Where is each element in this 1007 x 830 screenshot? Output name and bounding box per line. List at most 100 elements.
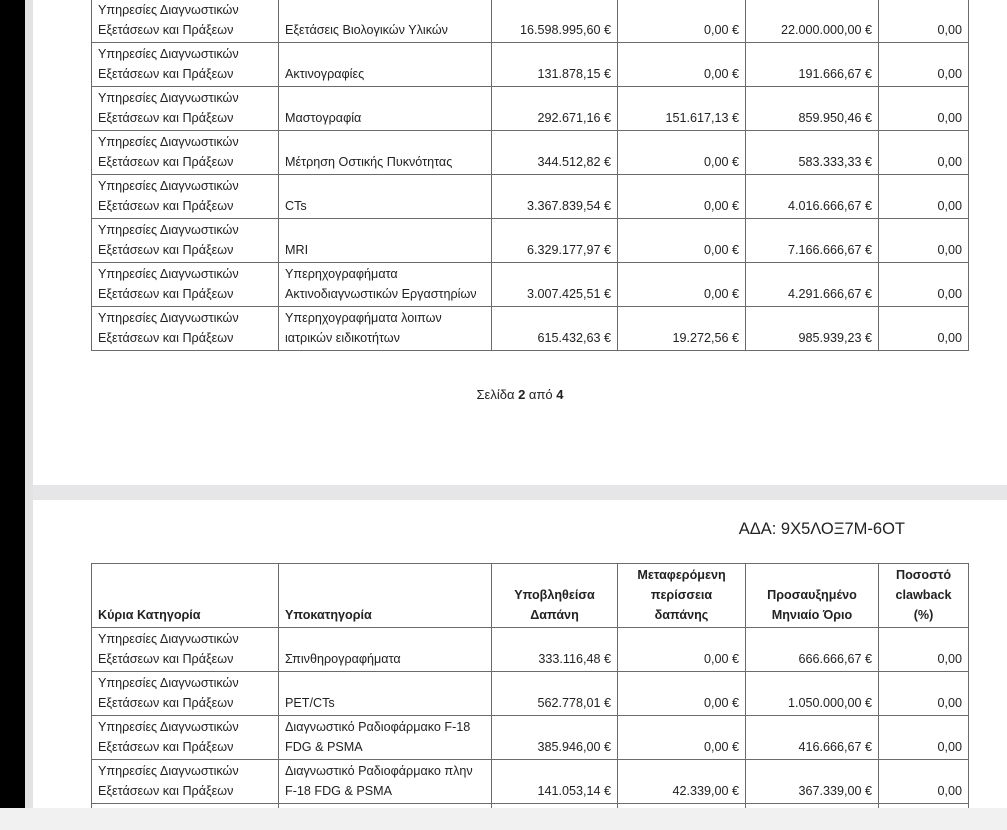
submitted-cell: 615.432,63 € (491, 306, 618, 351)
table-row: Υπηρεσίες Διαγνωστικών Εξετάσεων και Πρά… (91, 627, 969, 672)
table-row: Υπηρεσίες Διαγνωστικών Εξετάσεων και Πρά… (91, 218, 969, 263)
monthly-limit-cell: 191.666,67 € (745, 42, 879, 87)
clawback-cell: 0,00 (878, 86, 969, 131)
clawback-cell: 0,00 (878, 759, 969, 804)
subcategory-cell: Διαγνωστικό Ραδιοφάρμακο F-18 FDG & PSMA (278, 715, 492, 760)
viewer-left-bar (0, 0, 25, 830)
subcategory-cell: Υπερηχογραφήματα λοιπων ιατρικών ειδικοτ… (278, 306, 492, 351)
main-category-cell: Υπηρεσίες Διαγνωστικών Εξετάσεων και Πρά… (91, 262, 279, 307)
main-category-cell: Υπηρεσίες Διαγνωστικών Εξετάσεων και Πρά… (91, 759, 279, 804)
header-carried-over: Μεταφερόμενη περίσσεια δαπάνης (617, 563, 746, 628)
main-category-cell: Υπηρεσίες Διαγνωστικών Εξετάσεων και Πρά… (91, 130, 279, 175)
clawback-cell: 0,00 (878, 130, 969, 175)
table-row: Υπηρεσίες Διαγνωστικών Εξετάσεων και Πρά… (91, 759, 969, 804)
table-row: Υπηρεσίες Διαγνωστικών Εξετάσεων και Πρά… (91, 42, 969, 87)
monthly-limit-cell: 583.333,33 € (745, 130, 879, 175)
submitted-cell: 141.053,14 € (491, 759, 618, 804)
subcategory-cell: Σπινθηρογραφήματα (278, 627, 492, 672)
clawback-cell: 0,00 (878, 627, 969, 672)
table-row: Υπηρεσίες Διαγνωστικών Εξετάσεων και Πρά… (91, 262, 969, 307)
submitted-cell: 333.116,48 € (491, 627, 618, 672)
submitted-cell: 6.329.177,97 € (491, 218, 618, 263)
carried-over-cell: 0,00 € (617, 42, 746, 87)
carried-over-cell: 0,00 € (617, 174, 746, 219)
carried-over-cell: 0,00 € (617, 130, 746, 175)
table-row: Υπηρεσίες Διαγνωστικών Εξετάσεων και Πρά… (91, 671, 969, 716)
monthly-limit-cell: 7.166.666,67 € (745, 218, 879, 263)
table-row: Υπηρεσίες Διαγνωστικών Εξετάσεων και Πρά… (91, 174, 969, 219)
main-category-cell: Υπηρεσίες Διαγνωστικών Εξετάσεων και Πρά… (91, 86, 279, 131)
carried-over-cell: 19.272,56 € (617, 306, 746, 351)
subcategory-cell: Διαγνωστικό Ραδιοφάρμακο πλην F-18 FDG &… (278, 759, 492, 804)
clawback-cell: 0,00 (878, 218, 969, 263)
clawback-cell: 0,00 (878, 671, 969, 716)
submitted-cell: 344.512,82 € (491, 130, 618, 175)
carried-over-cell: 151.617,13 € (617, 86, 746, 131)
table-row: Υπηρεσίες Διαγνωστικών Εξετάσεων και Πρά… (91, 715, 969, 760)
submitted-cell: 16.598.995,60 € (491, 0, 618, 43)
carried-over-cell: 0,00 € (617, 262, 746, 307)
main-category-cell: Υπηρεσίες Διαγνωστικών Εξετάσεων και Πρά… (91, 627, 279, 672)
main-category-cell: Υπηρεσίες Διαγνωστικών Εξετάσεων και Πρά… (91, 218, 279, 263)
main-category-cell: Υπηρεσίες Διαγνωστικών Εξετάσεων και Πρά… (91, 306, 279, 351)
clawback-cell: 0,00 (878, 174, 969, 219)
submitted-cell: 3.367.839,54 € (491, 174, 618, 219)
main-category-cell: Υπηρεσίες Διαγνωστικών Εξετάσεων και Πρά… (91, 174, 279, 219)
carried-over-cell: 0,00 € (617, 671, 746, 716)
monthly-limit-cell: 1.050.000,00 € (745, 671, 879, 716)
carried-over-cell: 42.339,00 € (617, 759, 746, 804)
table-row: Υπηρεσίες Διαγνωστικών Εξετάσεων και Πρά… (91, 306, 969, 351)
viewer-edge (25, 0, 33, 830)
monthly-limit-cell: 22.000.000,00 € (745, 0, 879, 43)
ada-code: ΑΔΑ: 9Χ5ΛΟΞ7Μ-6ΟΤ (738, 520, 905, 538)
submitted-cell: 292.671,16 € (491, 86, 618, 131)
clawback-cell: 0,00 (878, 262, 969, 307)
subcategory-cell: Μέτρηση Οστικής Πυκνότητας (278, 130, 492, 175)
main-category-cell: Υπηρεσίες Διαγνωστικών Εξετάσεων και Πρά… (91, 671, 279, 716)
expense-table-page-2: Υπηρεσίες Διαγνωστικών Εξετάσεων και Πρά… (91, 0, 969, 351)
subcategory-cell: Ακτινογραφίες (278, 42, 492, 87)
table-row: Υπηρεσίες Διαγνωστικών Εξετάσεων και Πρά… (91, 130, 969, 175)
subcategory-cell: PET/CTs (278, 671, 492, 716)
clawback-cell: 0,00 (878, 306, 969, 351)
submitted-cell: 562.778,01 € (491, 671, 618, 716)
main-category-cell: Υπηρεσίες Διαγνωστικών Εξετάσεων και Πρά… (91, 0, 279, 43)
clawback-cell: 0,00 (878, 715, 969, 760)
monthly-limit-cell: 367.339,00 € (745, 759, 879, 804)
subcategory-cell: Εξετάσεις Βιολογικών Υλικών (278, 0, 492, 43)
table-header-row: Κύρια Κατηγορία Υποκατηγορία Υποβληθείσα… (91, 563, 969, 628)
monthly-limit-cell: 4.016.666,67 € (745, 174, 879, 219)
carried-over-cell: 0,00 € (617, 715, 746, 760)
subcategory-cell: MRI (278, 218, 492, 263)
monthly-limit-cell: 416.666,67 € (745, 715, 879, 760)
subcategory-cell: Υπερηχογραφήματα Ακτινοδιαγνωστικών Εργα… (278, 262, 492, 307)
table-row: Υπηρεσίες Διαγνωστικών Εξετάσεων και Πρά… (91, 86, 969, 131)
header-monthly-limit: Προσαυξημένο Μηνιαίο Όριο (745, 563, 879, 628)
document-page-3: ΑΔΑ: 9Χ5ΛΟΞ7Μ-6ΟΤ Κύρια Κατηγορία Υποκατ… (33, 500, 1007, 830)
submitted-cell: 3.007.425,51 € (491, 262, 618, 307)
viewer-bottom-bar (0, 808, 1007, 830)
clawback-cell: 0,00 (878, 0, 969, 43)
main-category-cell: Υπηρεσίες Διαγνωστικών Εξετάσεων και Πρά… (91, 715, 279, 760)
header-main-category: Κύρια Κατηγορία (91, 563, 279, 628)
submitted-cell: 131.878,15 € (491, 42, 618, 87)
clawback-cell: 0,00 (878, 42, 969, 87)
monthly-limit-cell: 4.291.666,67 € (745, 262, 879, 307)
page-number-footer: Σελίδα 2 από 4 (476, 387, 564, 402)
subcategory-cell: Μαστογραφία (278, 86, 492, 131)
carried-over-cell: 0,00 € (617, 627, 746, 672)
monthly-limit-cell: 985.939,23 € (745, 306, 879, 351)
header-subcategory: Υποκατηγορία (278, 563, 492, 628)
table-row: Υπηρεσίες Διαγνωστικών Εξετάσεων και Πρά… (91, 0, 969, 43)
header-clawback: Ποσοστό clawback (%) (878, 563, 969, 628)
carried-over-cell: 0,00 € (617, 0, 746, 43)
submitted-cell: 385.946,00 € (491, 715, 618, 760)
main-category-cell: Υπηρεσίες Διαγνωστικών Εξετάσεων και Πρά… (91, 42, 279, 87)
expense-table-page-3: Κύρια Κατηγορία Υποκατηγορία Υποβληθείσα… (91, 563, 969, 828)
monthly-limit-cell: 666.666,67 € (745, 627, 879, 672)
monthly-limit-cell: 859.950,46 € (745, 86, 879, 131)
header-submitted: Υποβληθείσα Δαπάνη (491, 563, 618, 628)
subcategory-cell: CTs (278, 174, 492, 219)
document-page-2: Υπηρεσίες Διαγνωστικών Εξετάσεων και Πρά… (33, 0, 1007, 485)
carried-over-cell: 0,00 € (617, 218, 746, 263)
